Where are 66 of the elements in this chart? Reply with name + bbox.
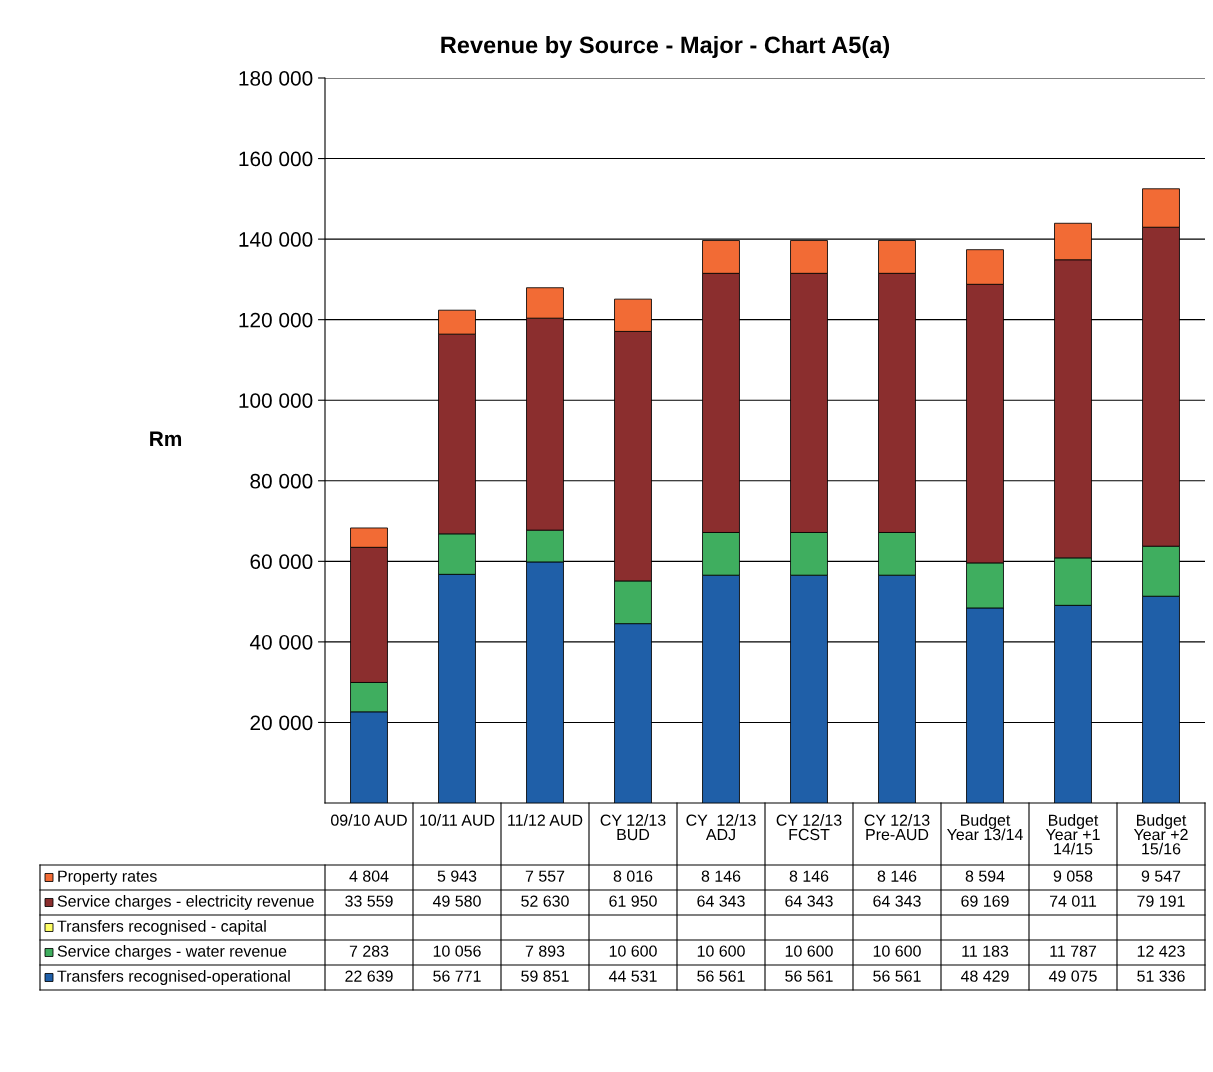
data-label: 9 058 bbox=[1053, 870, 1093, 882]
y-tick-label: 160 000 bbox=[239, 151, 313, 167]
data-label: 52 630 bbox=[521, 895, 569, 907]
x-tick-label: CY 12/13 FCST bbox=[776, 814, 842, 841]
data-label: 69 169 bbox=[961, 895, 1009, 907]
data-label: 8 146 bbox=[877, 870, 917, 882]
x-tick-label: Budget Year 13/14 bbox=[947, 814, 1023, 841]
data-label: 44 531 bbox=[608, 970, 657, 982]
chart-title: Revenue by Source - Major - Chart A5(a) bbox=[441, 36, 890, 58]
data-label: 12 423 bbox=[1137, 945, 1185, 957]
data-label: 11 787 bbox=[1050, 945, 1097, 957]
y-tick-label: 80 000 bbox=[250, 473, 313, 489]
data-label: 79 191 bbox=[1137, 895, 1185, 907]
x-tick-label: 09/10 AUD bbox=[331, 814, 407, 826]
x-tick-label: CY 12/13 Pre-AUD bbox=[864, 814, 930, 841]
data-label: 7 557 bbox=[525, 870, 565, 882]
x-tick-label: 10/11 AUD bbox=[420, 814, 495, 826]
data-label: 5 943 bbox=[437, 870, 477, 882]
y-tick-label: 60 000 bbox=[250, 554, 313, 570]
data-label: 51 336 bbox=[1137, 970, 1185, 982]
legend-label: Property rates bbox=[58, 870, 157, 885]
data-label: 7 893 bbox=[525, 945, 565, 957]
data-label: 64 343 bbox=[785, 895, 833, 907]
data-label: 10 600 bbox=[873, 945, 921, 957]
x-tick-label: 11/12 AUD bbox=[508, 814, 583, 826]
data-label: 8 146 bbox=[701, 870, 741, 882]
legend-label: Service charges - electricity revenue bbox=[57, 895, 314, 910]
data-label: 49 580 bbox=[432, 895, 481, 907]
y-tick-label: 20 000 bbox=[250, 715, 313, 731]
data-label: 59 851 bbox=[521, 970, 569, 982]
legend-label: Transfers recognised - capital bbox=[57, 920, 266, 935]
data-label: 10 600 bbox=[609, 945, 657, 957]
x-tick-label: Budget Year +1 14/15 bbox=[1045, 814, 1100, 855]
y-tick-label: 120 000 bbox=[239, 312, 313, 328]
data-label: 10 056 bbox=[433, 945, 481, 957]
data-label: 74 011 bbox=[1049, 895, 1097, 907]
y-tick-label: 180 000 bbox=[239, 71, 313, 86]
data-label: 64 343 bbox=[873, 895, 921, 907]
legend-label: Service charges - water revenue bbox=[57, 945, 287, 960]
data-label: 9 547 bbox=[1141, 870, 1181, 882]
data-label: 22 639 bbox=[345, 970, 393, 982]
data-label: 56 561 bbox=[785, 970, 833, 982]
data-label: 8 594 bbox=[965, 870, 1005, 882]
legend-label: Transfers recognised-operational bbox=[57, 970, 290, 985]
x-tick-label: CY 12/13 BUD bbox=[600, 814, 666, 841]
data-label: 56 771 bbox=[433, 970, 481, 982]
y-tick-label: 100 000 bbox=[239, 393, 313, 408]
data-label: 10 600 bbox=[785, 945, 833, 957]
y-tick-label: 140 000 bbox=[239, 232, 313, 247]
data-label: 49 075 bbox=[1048, 970, 1097, 982]
x-tick-label: Budget Year +2 15/16 bbox=[1133, 814, 1188, 855]
data-label: 56 561 bbox=[873, 970, 921, 982]
y-axis-title: Rm bbox=[150, 431, 182, 446]
data-label: 8 146 bbox=[789, 870, 829, 882]
data-label: 61 950 bbox=[609, 895, 657, 907]
data-label: 56 561 bbox=[697, 970, 745, 982]
data-label: 64 343 bbox=[697, 895, 745, 907]
data-label: 48 429 bbox=[960, 970, 1009, 982]
data-label: 7 283 bbox=[349, 945, 389, 957]
x-tick-label: CY 12/13 ADJ bbox=[686, 814, 756, 841]
data-label: 8 016 bbox=[613, 870, 653, 882]
y-tick-label: 40 000 bbox=[249, 634, 313, 650]
data-label: 4 804 bbox=[349, 870, 389, 882]
data-label: 10 600 bbox=[697, 945, 745, 957]
data-label: 33 559 bbox=[345, 895, 393, 907]
data-label: 11 183 bbox=[962, 945, 1009, 957]
